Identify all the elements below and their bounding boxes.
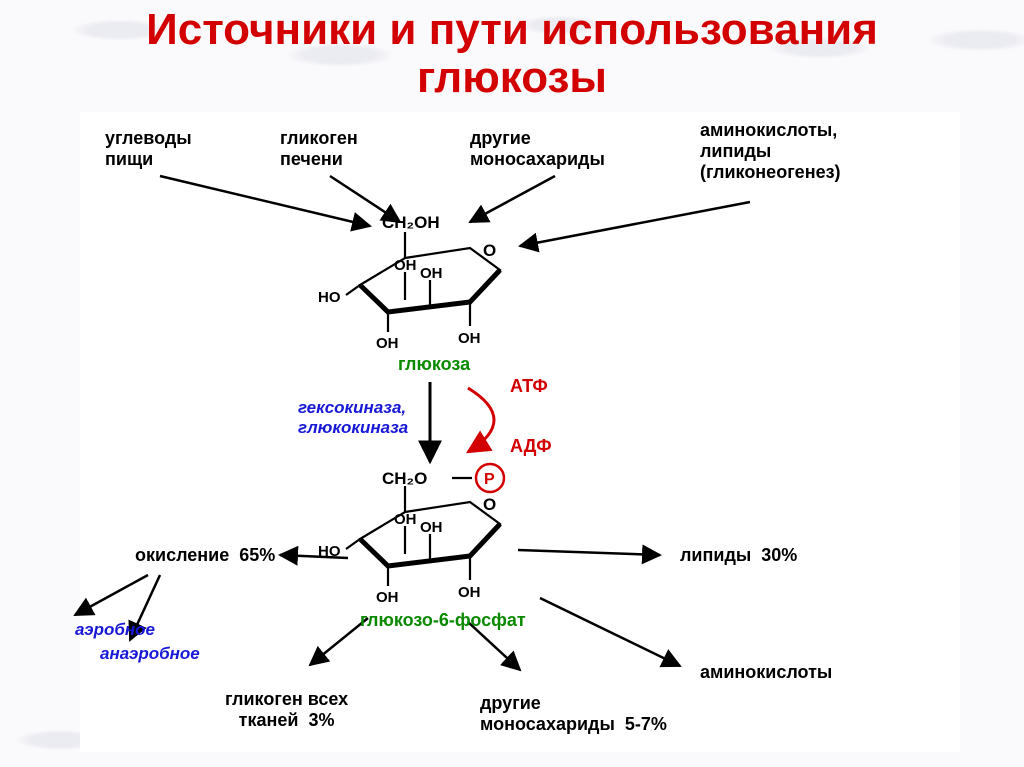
glucose-structure [346,232,500,332]
enzymes-label: гексокиназа, глюкокиназа [298,398,408,438]
lipids-label: липиды 30% [680,545,797,566]
svg-text:OH: OH [376,335,399,352]
svg-text:OH: OH [394,511,417,528]
glycogen-all-label: гликоген всех тканей 3% [225,668,348,731]
svg-text:O: O [483,495,496,514]
glucose-O: O [483,241,496,260]
glucose-ch2oh: CH₂OH [382,213,440,232]
aerobic-label: аэробное [75,620,155,640]
svg-text:OH: OH [376,589,399,606]
amino-out-label: аминокислоты [700,662,832,683]
atp-adp-arrow [468,388,494,452]
svg-text:CH₂O: CH₂O [382,469,427,488]
svg-text:P: P [484,471,495,488]
svg-text:OH: OH [458,584,481,601]
svg-text:OH: OH [420,265,443,282]
glucose-label: глюкоза [398,354,470,375]
atp-label: АТФ [510,376,548,397]
svg-text:OH: OH [420,519,443,536]
g6p-label: глюкозо-6-фосфат [360,610,526,631]
other-mono-out-label: другие моносахариды 5-7% [480,672,667,735]
svg-text:HO: HO [318,289,341,306]
svg-text:OH: OH [458,330,481,347]
adp-label: АДФ [510,436,552,457]
anaerobic-label: анаэробное [100,644,200,664]
svg-text:OH: OH [394,257,417,274]
source-arrows [160,176,750,246]
oxidation-label: окисление 65% [135,545,275,566]
